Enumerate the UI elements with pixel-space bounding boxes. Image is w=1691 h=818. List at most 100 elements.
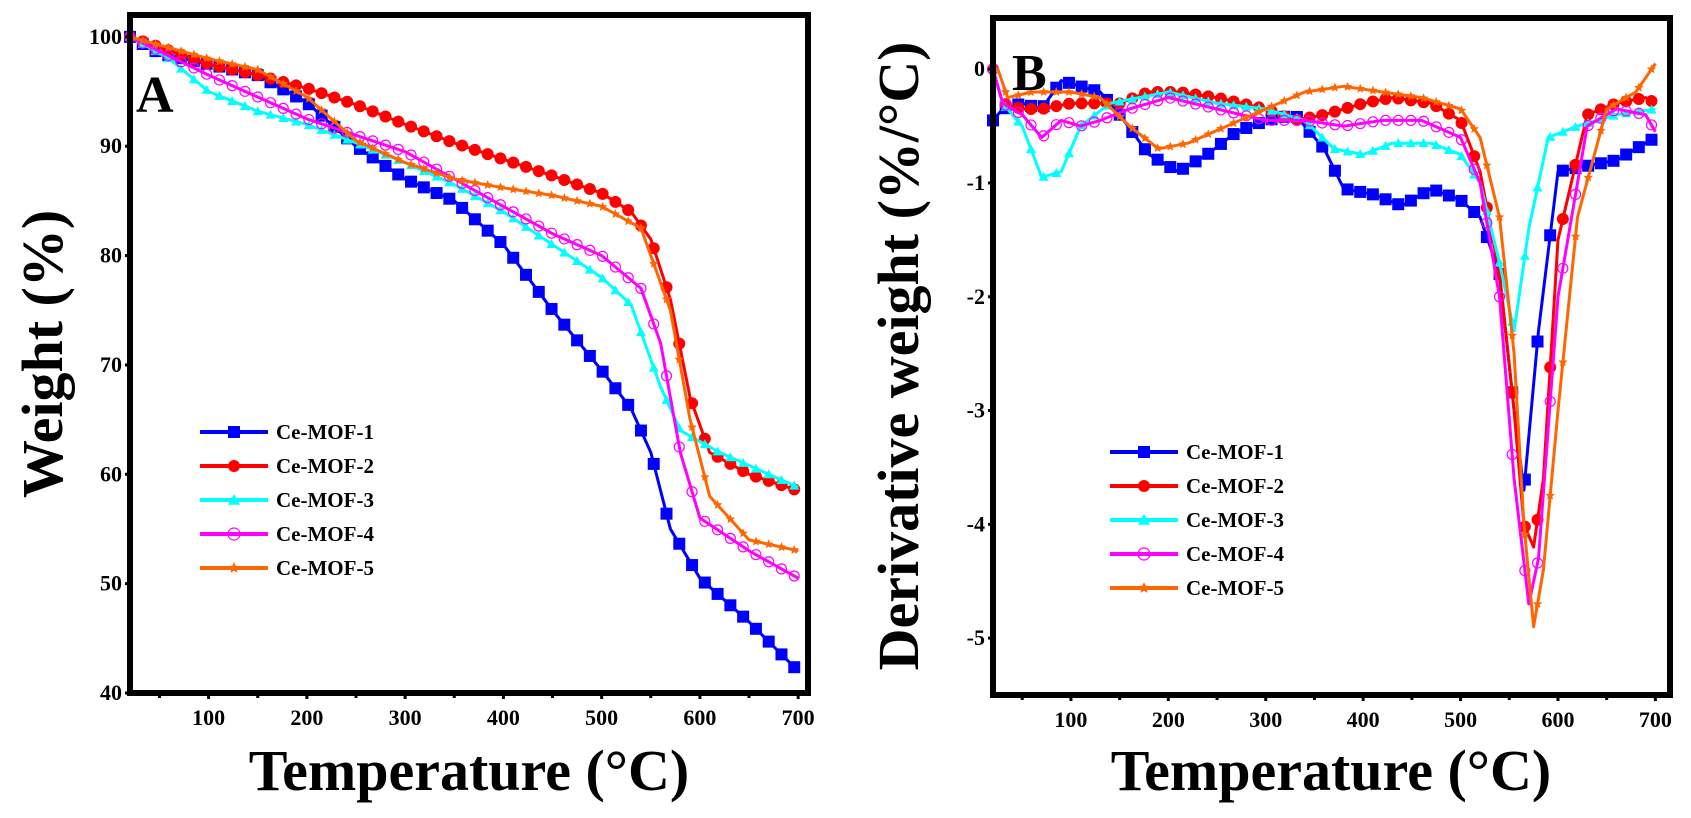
data-point bbox=[1025, 144, 1036, 154]
data-point bbox=[214, 56, 225, 66]
data-point bbox=[1354, 98, 1367, 111]
y-tick-label: 60 bbox=[100, 461, 122, 486]
data-point bbox=[1545, 490, 1555, 500]
y-tick-label: -1 bbox=[967, 170, 985, 195]
data-point bbox=[545, 227, 558, 239]
data-point bbox=[1013, 90, 1024, 100]
data-point bbox=[1557, 126, 1568, 136]
x-tick-label: 500 bbox=[1444, 707, 1477, 732]
data-point bbox=[406, 159, 416, 169]
data-point bbox=[623, 297, 634, 307]
data-point bbox=[737, 465, 750, 478]
data-point bbox=[175, 56, 187, 68]
data-point bbox=[788, 570, 800, 582]
data-point bbox=[494, 236, 507, 249]
data-point bbox=[1228, 107, 1240, 119]
data-point bbox=[711, 524, 724, 536]
data-point bbox=[749, 470, 762, 483]
data-point bbox=[278, 78, 288, 88]
legend-entry: Ce-MOF-5 bbox=[200, 556, 374, 580]
data-point bbox=[1620, 105, 1632, 117]
data-point bbox=[558, 173, 571, 186]
data-point bbox=[776, 542, 787, 552]
data-point bbox=[482, 180, 493, 189]
data-point bbox=[1646, 64, 1657, 74]
data-point bbox=[1012, 106, 1024, 119]
data-point bbox=[1330, 82, 1340, 92]
data-point bbox=[648, 318, 660, 330]
data-point bbox=[1240, 121, 1253, 134]
data-point bbox=[303, 113, 315, 126]
data-point bbox=[417, 181, 430, 194]
data-point bbox=[572, 256, 583, 266]
data-point bbox=[200, 57, 213, 70]
data-point bbox=[495, 182, 506, 192]
legend-label: Ce-MOF-3 bbox=[276, 488, 374, 512]
y-tick-label: 100 bbox=[89, 24, 122, 49]
data-point bbox=[1406, 91, 1416, 101]
data-point bbox=[1594, 157, 1607, 170]
data-point bbox=[366, 105, 379, 118]
data-point bbox=[291, 86, 301, 95]
data-point bbox=[724, 599, 737, 612]
data-point bbox=[597, 273, 608, 283]
data-point bbox=[1442, 107, 1455, 120]
data-point bbox=[1621, 92, 1631, 102]
data-point bbox=[138, 35, 148, 45]
data-point bbox=[1076, 120, 1088, 132]
data-point bbox=[1455, 116, 1468, 129]
data-point bbox=[1088, 84, 1101, 97]
data-point bbox=[1456, 150, 1467, 160]
data-point bbox=[1366, 95, 1379, 108]
data-point bbox=[481, 224, 494, 237]
data-point bbox=[558, 318, 571, 331]
data-point bbox=[1241, 112, 1251, 122]
data-point bbox=[188, 62, 200, 74]
data-point bbox=[1202, 147, 1215, 160]
data-point bbox=[468, 143, 481, 156]
data-point bbox=[481, 148, 494, 161]
data-point bbox=[1088, 116, 1100, 128]
data-point bbox=[1000, 87, 1011, 96]
data-point bbox=[302, 82, 315, 95]
data-point bbox=[468, 213, 481, 226]
data-point bbox=[1140, 133, 1150, 143]
legend-marker bbox=[1138, 514, 1150, 525]
data-point bbox=[277, 102, 289, 114]
data-point bbox=[1228, 100, 1239, 110]
legend-label: Ce-MOF-4 bbox=[1186, 542, 1284, 566]
data-point bbox=[558, 233, 570, 245]
data-point bbox=[647, 457, 660, 470]
data-point bbox=[1569, 188, 1582, 200]
data-point bbox=[1341, 183, 1354, 196]
data-point bbox=[660, 507, 673, 520]
data-point bbox=[1190, 134, 1201, 144]
data-point bbox=[1354, 185, 1367, 198]
data-point bbox=[750, 549, 762, 561]
data-point bbox=[609, 261, 622, 273]
data-point bbox=[176, 63, 187, 73]
data-point bbox=[1520, 529, 1530, 539]
data-point bbox=[265, 109, 276, 119]
x-tick-label: 200 bbox=[290, 705, 323, 730]
data-point bbox=[1430, 184, 1443, 197]
y-tick-label: 0 bbox=[974, 56, 985, 81]
data-point bbox=[520, 221, 531, 231]
data-point bbox=[329, 116, 340, 126]
data-point bbox=[456, 201, 469, 214]
data-point bbox=[392, 143, 404, 155]
data-point bbox=[1164, 161, 1177, 174]
data-point bbox=[253, 64, 263, 74]
data-point bbox=[1063, 117, 1075, 129]
data-point bbox=[1164, 92, 1176, 104]
data-point bbox=[1026, 87, 1036, 97]
data-point bbox=[749, 622, 762, 635]
data-point bbox=[1379, 114, 1392, 127]
data-point bbox=[673, 441, 685, 453]
data-point bbox=[1367, 116, 1379, 128]
data-point bbox=[507, 206, 519, 218]
data-point bbox=[1380, 140, 1391, 150]
data-point bbox=[1646, 104, 1657, 114]
data-point bbox=[660, 370, 673, 382]
data-point bbox=[419, 163, 429, 173]
